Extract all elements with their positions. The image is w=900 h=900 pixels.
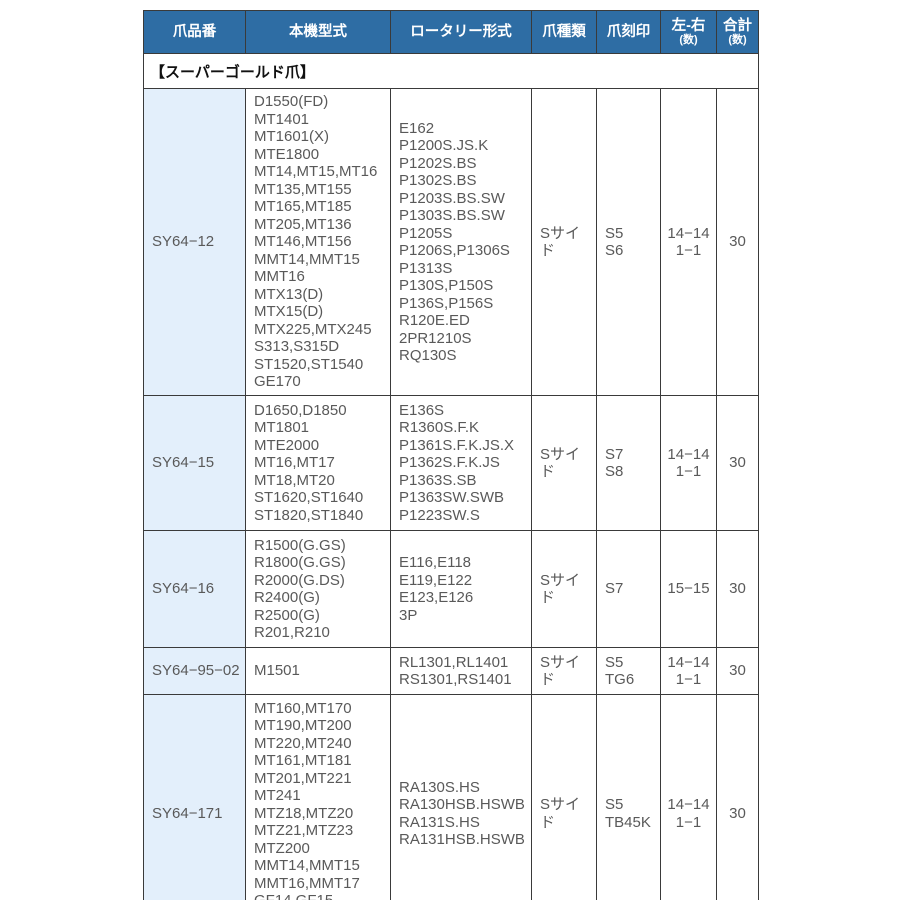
section-title: 【スーパーゴールド爪】 bbox=[143, 53, 759, 89]
header-part-no: 爪品番 bbox=[143, 10, 246, 54]
header-label: 合計 bbox=[723, 17, 752, 34]
table-row: SY64−12 D1550(FD) MT1401 MT1601(X) MTE18… bbox=[143, 88, 759, 396]
cell-left-right: 14−14 1−1 bbox=[660, 395, 717, 531]
cell-part-no: SY64−15 bbox=[143, 395, 246, 531]
header-total: 合計 (数) bbox=[716, 10, 759, 54]
cell-rotary-type: E162 P1200S.JS.K P1202S.BS P1302S.BS P12… bbox=[390, 88, 532, 396]
cell-machine-models: D1650,D1850 MT1801 MTE2000 MT16,MT17 MT1… bbox=[245, 395, 391, 531]
header-sublabel: (数) bbox=[679, 33, 698, 46]
cell-machine-models: R1500(G.GS) R1800(G.GS) R2000(G.DS) R240… bbox=[245, 530, 391, 648]
header-label: 本機型式 bbox=[289, 23, 347, 40]
cell-left-right: 14−14 1−1 bbox=[660, 88, 717, 396]
header-rotary-type: ロータリー形式 bbox=[390, 10, 532, 54]
cell-claw-type: Sサイド bbox=[531, 647, 597, 695]
cell-total: 30 bbox=[716, 395, 759, 531]
header-claw-stamp: 爪刻印 bbox=[596, 10, 661, 54]
cell-claw-stamp: S5 TG6 bbox=[596, 647, 661, 695]
header-label: 爪品番 bbox=[172, 23, 217, 40]
cell-claw-stamp: S7 bbox=[596, 530, 661, 648]
header-label: 左-右 bbox=[671, 17, 706, 34]
table-row: SY64−15 D1650,D1850 MT1801 MTE2000 MT16,… bbox=[143, 395, 759, 531]
cell-part-no: SY64−95−02 bbox=[143, 647, 246, 695]
cell-part-no: SY64−16 bbox=[143, 530, 246, 648]
table-row: SY64−95−02 M1501 RL1301,RL1401 RS1301,RS… bbox=[143, 647, 759, 695]
cell-total: 30 bbox=[716, 694, 759, 900]
cell-machine-models: D1550(FD) MT1401 MT1601(X) MTE1800 MT14,… bbox=[245, 88, 391, 396]
cell-claw-type: Sサイド bbox=[531, 530, 597, 648]
cell-claw-stamp: S5 S6 bbox=[596, 88, 661, 396]
table-header: 爪品番 本機型式 ロータリー形式 爪種類 爪刻印 左-右 (数) bbox=[143, 10, 759, 54]
header-left-right: 左-右 (数) bbox=[660, 10, 717, 54]
cell-claw-type: Sサイド bbox=[531, 694, 597, 900]
cell-rotary-type: E116,E118 E119,E122 E123,E126 3P bbox=[390, 530, 532, 648]
cell-rotary-type: RL1301,RL1401 RS1301,RS1401 bbox=[390, 647, 532, 695]
header-label: ロータリー形式 bbox=[410, 23, 512, 40]
cell-claw-type: Sサイド bbox=[531, 395, 597, 531]
cell-left-right: 15−15 bbox=[660, 530, 717, 648]
header-label: 爪種類 bbox=[542, 23, 586, 40]
header-sublabel: (数) bbox=[728, 33, 747, 46]
cell-machine-models: MT160,MT170 MT190,MT200 MT220,MT240 MT16… bbox=[245, 694, 391, 900]
cell-left-right: 14−14 1−1 bbox=[660, 647, 717, 695]
header-claw-type: 爪種類 bbox=[531, 10, 597, 54]
cell-total: 30 bbox=[716, 88, 759, 396]
parts-table: 爪品番 本機型式 ロータリー形式 爪種類 爪刻印 左-右 (数) bbox=[143, 10, 759, 900]
section-row: 【スーパーゴールド爪】 bbox=[143, 53, 759, 89]
cell-rotary-type: RA130S.HS RA130HSB.HSWB RA131S.HS RA131H… bbox=[390, 694, 532, 900]
cell-claw-type: Sサイド bbox=[531, 88, 597, 396]
cell-claw-stamp: S7 S8 bbox=[596, 395, 661, 531]
table-row: SY64−16 R1500(G.GS) R1800(G.GS) R2000(G.… bbox=[143, 530, 759, 648]
cell-total: 30 bbox=[716, 647, 759, 695]
cell-part-no: SY64−12 bbox=[143, 88, 246, 396]
header-machine-model: 本機型式 bbox=[245, 10, 391, 54]
cell-left-right: 14−14 1−1 bbox=[660, 694, 717, 900]
cell-total: 30 bbox=[716, 530, 759, 648]
cell-rotary-type: E136S R1360S.F.K P1361S.F.K.JS.X P1362S.… bbox=[390, 395, 532, 531]
header-label: 爪刻印 bbox=[606, 23, 651, 40]
table-row: SY64−171 MT160,MT170 MT190,MT200 MT220,M… bbox=[143, 694, 759, 900]
cell-part-no: SY64−171 bbox=[143, 694, 246, 900]
cell-claw-stamp: S5 TB45K bbox=[596, 694, 661, 900]
cell-machine-models: M1501 bbox=[245, 647, 391, 695]
